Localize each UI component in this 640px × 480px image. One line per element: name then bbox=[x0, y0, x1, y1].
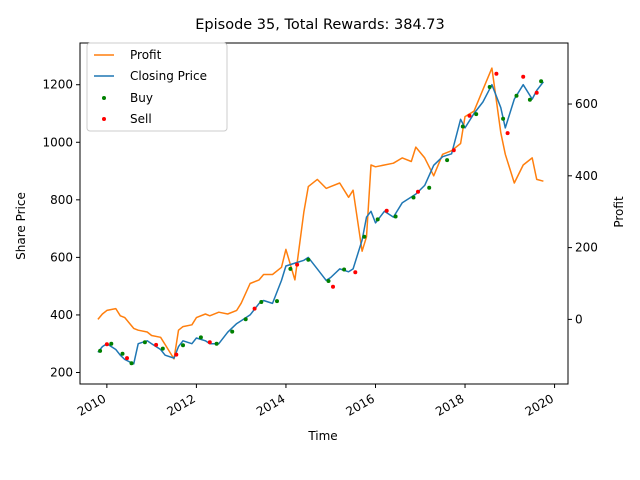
plot-area bbox=[79, 42, 569, 385]
marker-sell bbox=[331, 284, 335, 289]
marker-sell bbox=[451, 148, 456, 153]
marker-buy bbox=[259, 300, 264, 304]
marker-buy bbox=[214, 341, 219, 346]
y2-tick-label: 0 bbox=[575, 312, 583, 326]
y-axis-ticks: 200 400 600 800 1000 1200 bbox=[42, 78, 80, 379]
legend-swatch-buy bbox=[102, 96, 106, 100]
marker-sell bbox=[534, 90, 539, 95]
marker-sell bbox=[295, 262, 300, 267]
marker-buy bbox=[160, 346, 165, 351]
marker-sell bbox=[154, 342, 159, 347]
legend-frame bbox=[86, 42, 228, 132]
x-axis-label: Time bbox=[307, 429, 337, 443]
marker-buy bbox=[375, 217, 380, 222]
marker-buy bbox=[230, 329, 235, 334]
marker-buy bbox=[181, 343, 185, 348]
marker-buy bbox=[539, 79, 544, 84]
marker-buy bbox=[514, 93, 519, 98]
marker-buy bbox=[243, 317, 248, 322]
marker-sell bbox=[252, 306, 257, 311]
y-tick-label: 400 bbox=[50, 308, 73, 322]
marker-sell bbox=[416, 189, 420, 194]
marker-buy bbox=[411, 195, 416, 200]
marker-buy bbox=[362, 234, 367, 239]
marker-sell bbox=[505, 131, 510, 136]
legend: Profit Closing Price Buy Sell bbox=[86, 42, 228, 132]
y-tick-label: 200 bbox=[50, 365, 73, 379]
marker-sell bbox=[174, 352, 179, 357]
marker-sell bbox=[353, 270, 358, 275]
marker-buy bbox=[129, 361, 134, 366]
marker-buy bbox=[342, 267, 347, 272]
legend-label-sell: Sell bbox=[130, 112, 152, 126]
marker-buy bbox=[427, 185, 432, 190]
y-tick-label: 1000 bbox=[42, 135, 73, 149]
y-tick-label: 800 bbox=[50, 193, 73, 207]
marker-sell bbox=[467, 113, 472, 118]
legend-swatch-sell bbox=[102, 117, 106, 121]
marker-buy bbox=[198, 335, 203, 340]
marker-sell bbox=[384, 208, 389, 213]
y2-tick-label: 200 bbox=[575, 241, 598, 255]
marker-buy bbox=[288, 266, 293, 271]
marker-buy bbox=[98, 348, 103, 353]
marker-sell bbox=[125, 356, 129, 361]
marker-buy bbox=[142, 340, 147, 345]
marker-buy bbox=[109, 341, 114, 346]
y-tick-label: 600 bbox=[50, 250, 73, 264]
legend-label-buy: Buy bbox=[130, 91, 153, 105]
chart-title: Episode 35, Total Rewards: 384.73 bbox=[195, 17, 444, 33]
marker-buy bbox=[120, 351, 125, 356]
axes-frame bbox=[79, 42, 569, 385]
marker-buy bbox=[306, 257, 311, 262]
legend-label-closing-price: Closing Price bbox=[130, 69, 207, 83]
legend-label-profit: Profit bbox=[130, 48, 162, 62]
y-axis-label: Share Price bbox=[14, 192, 28, 260]
y2-axis-ticks: 0 200 400 600 bbox=[568, 97, 598, 326]
y-tick-label: 1200 bbox=[42, 78, 73, 92]
y2-axis-label: Profit bbox=[612, 196, 626, 228]
marker-sell bbox=[207, 340, 212, 345]
marker-buy bbox=[474, 112, 479, 117]
marker-buy bbox=[487, 85, 492, 89]
marker-sell bbox=[494, 71, 499, 76]
marker-sell bbox=[521, 74, 526, 79]
marker-buy bbox=[445, 158, 450, 163]
y2-tick-label: 400 bbox=[575, 169, 598, 183]
marker-buy bbox=[460, 124, 465, 129]
marker-buy bbox=[501, 116, 506, 121]
y2-tick-label: 600 bbox=[575, 97, 598, 111]
marker-buy bbox=[275, 299, 279, 304]
marker-buy bbox=[527, 97, 532, 102]
marker-sell bbox=[104, 342, 109, 347]
marker-buy bbox=[326, 279, 331, 283]
marker-buy bbox=[393, 214, 398, 219]
